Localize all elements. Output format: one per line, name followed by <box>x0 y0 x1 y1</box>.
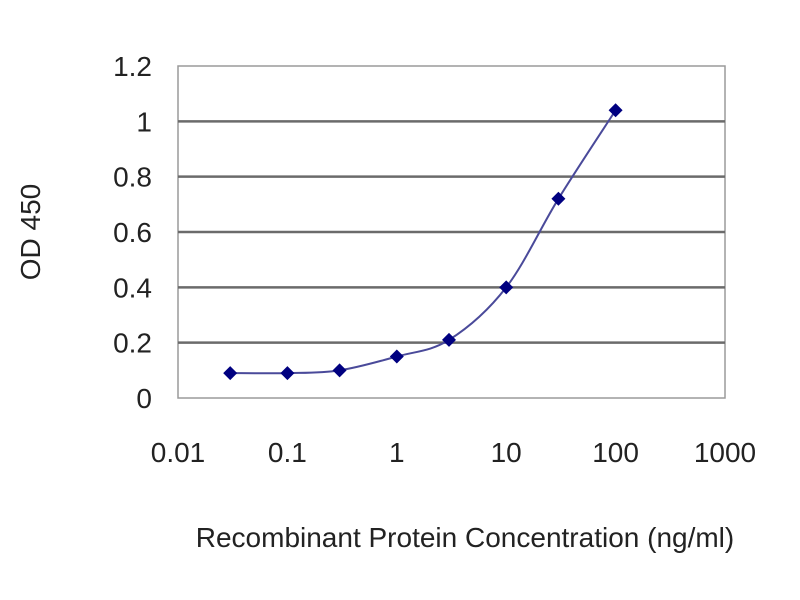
y-tick-label: 1.2 <box>113 51 152 82</box>
data-point <box>499 280 514 295</box>
data-point <box>441 332 456 347</box>
data-series <box>223 103 623 381</box>
data-point <box>608 103 623 118</box>
x-tick-label: 1000 <box>694 437 756 468</box>
y-tick-label: 0.8 <box>113 162 152 193</box>
x-tick-label: 0.1 <box>268 437 307 468</box>
x-tick-label: 1 <box>389 437 405 468</box>
data-point <box>280 366 295 381</box>
gridlines <box>178 120 725 344</box>
y-tick-label: 0.2 <box>113 328 152 359</box>
y-tick-label: 0 <box>136 383 152 414</box>
x-tick-label: 10 <box>491 437 522 468</box>
x-axis-title: Recombinant Protein Concentration (ng/ml… <box>196 522 734 553</box>
x-tick-label: 0.01 <box>151 437 206 468</box>
x-tick-labels: 0.01 0.1 1 10 100 1000 <box>151 437 756 468</box>
x-tick-label: 100 <box>592 437 639 468</box>
data-point <box>332 363 347 378</box>
data-point <box>223 366 238 381</box>
y-tick-labels: 0 0.2 0.4 0.6 0.8 1 1.2 <box>113 51 152 414</box>
y-tick-label: 0.6 <box>113 217 152 248</box>
y-tick-label: 0.4 <box>113 272 152 303</box>
data-point <box>551 191 566 206</box>
data-point <box>389 349 404 364</box>
y-axis-title: OD 450 <box>15 184 46 281</box>
y-tick-label: 1 <box>136 106 152 137</box>
